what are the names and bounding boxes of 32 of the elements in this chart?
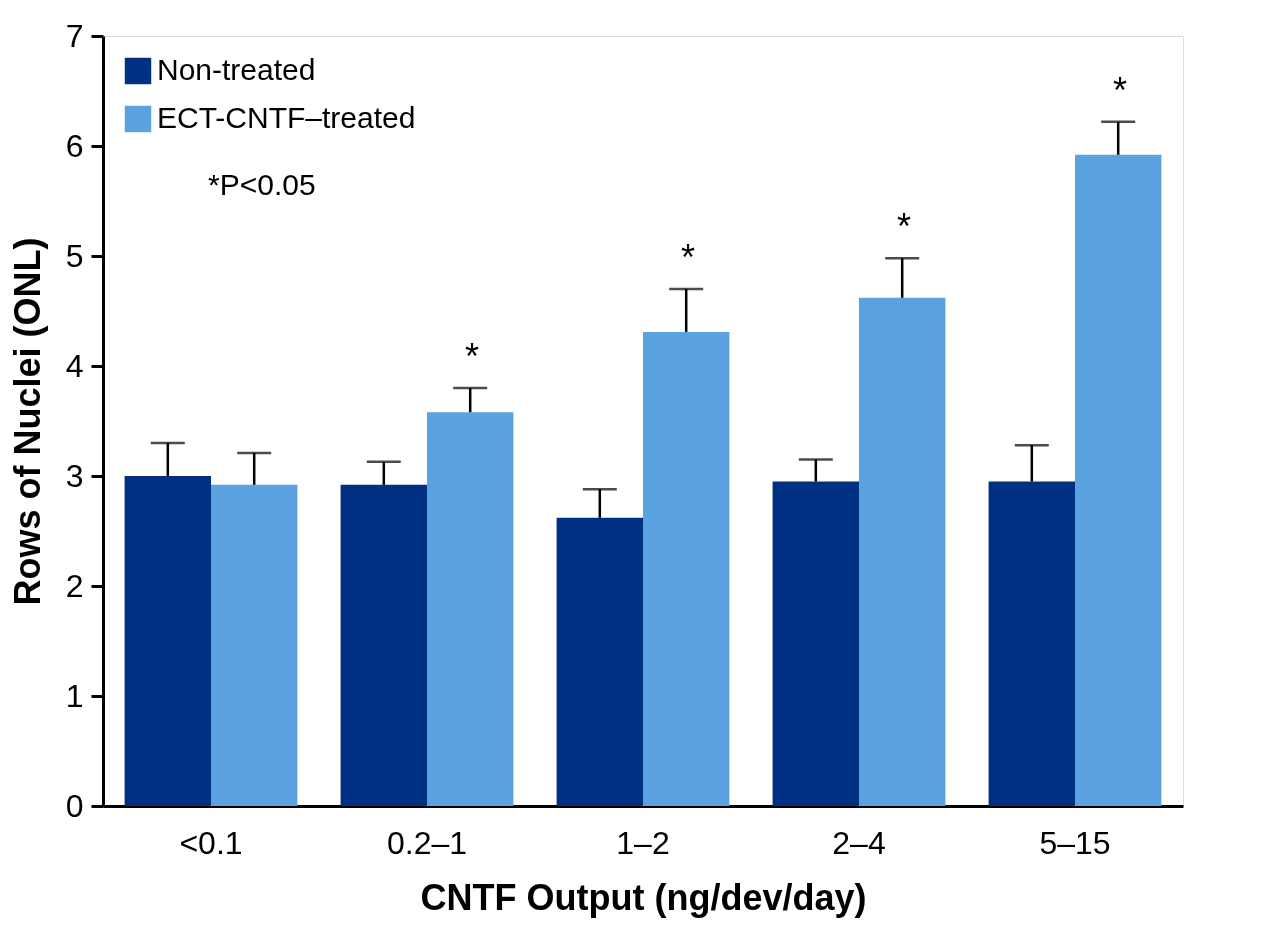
x-tick-label: 1–2 — [616, 824, 670, 861]
bar — [1075, 154, 1162, 806]
annotation: * — [896, 206, 912, 248]
bar — [643, 331, 730, 806]
annotation: * — [1112, 69, 1128, 111]
annotation: * — [680, 237, 696, 278]
legend-label: ECT-CNTF–treated — [157, 101, 416, 134]
bar — [211, 484, 298, 806]
bar — [772, 481, 859, 806]
annotation: * — [464, 336, 480, 377]
y-axis-title: Rows of Nuclei (ONL) — [6, 237, 48, 606]
y-tick-label: 7 — [65, 17, 84, 54]
bar — [859, 297, 946, 806]
y-tick-label: 1 — [65, 677, 84, 714]
annotation: *P<0.05 — [208, 168, 316, 201]
x-tick-label: <0.1 — [179, 824, 243, 861]
x-tick-label: 0.2–1 — [386, 824, 468, 861]
y-tick-label: 4 — [65, 347, 84, 384]
y-tick-label: 2 — [65, 567, 84, 604]
x-tick-label: 2–4 — [832, 824, 886, 861]
bar — [988, 481, 1075, 806]
bar — [124, 476, 211, 806]
bar — [556, 517, 643, 806]
x-axis-title: CNTF Output (ng/dev/day) — [420, 876, 867, 918]
bar — [427, 412, 514, 806]
y-tick-label: 0 — [65, 787, 84, 824]
bar — [340, 484, 427, 806]
y-tick-label: 5 — [65, 237, 84, 274]
y-tick-label: 3 — [65, 457, 84, 494]
y-tick-label: 6 — [65, 127, 84, 164]
legend-label: Non-treated — [157, 53, 316, 86]
x-tick-label: 5–15 — [1039, 824, 1111, 861]
